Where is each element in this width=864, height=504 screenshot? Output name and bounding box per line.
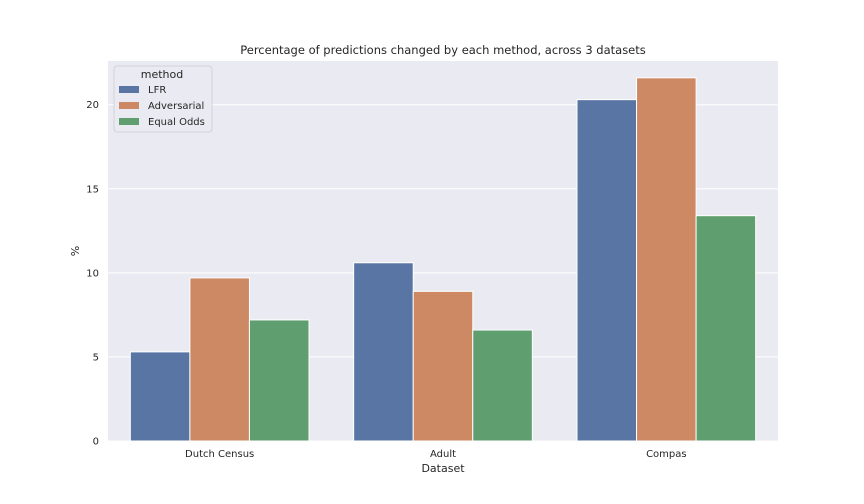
legend-swatch [119, 86, 139, 93]
bar-equal-odds [472, 329, 533, 442]
legend-label: Equal Odds [148, 117, 205, 128]
legend-label: Adversarial [148, 101, 204, 112]
x-axis-ticks: Dutch Census Adult Compas [185, 449, 687, 460]
legend-entries: LFR Adversarial Equal Odds [119, 85, 205, 128]
y-axis-ticks: 0 5 10 15 20 [86, 100, 99, 447]
bar-lfr [353, 262, 414, 442]
bar-adversarial [636, 77, 697, 442]
x-axis-label: Dataset [421, 462, 465, 475]
bars [129, 77, 757, 442]
bar-lfr [129, 351, 191, 442]
y-tick-label: 10 [86, 268, 99, 279]
y-axis-label: % [69, 246, 82, 256]
chart-title: Percentage of predictions changed by eac… [240, 43, 646, 57]
legend: method LFR Adversarial Equal Odds [113, 65, 213, 133]
y-tick-label: 5 [93, 352, 99, 363]
legend-box [113, 65, 213, 133]
bar-equal-odds [248, 319, 310, 442]
y-tick-label: 0 [93, 437, 99, 448]
x-tick-label: Adult [430, 449, 456, 460]
legend-title: method [141, 68, 183, 81]
legend-swatch [119, 118, 139, 125]
bar-adversarial [412, 290, 474, 442]
legend-label: LFR [148, 85, 166, 96]
y-tick-label: 15 [86, 184, 99, 195]
x-tick-label: Compas [646, 449, 687, 460]
x-tick-label: Dutch Census [185, 449, 254, 460]
bar-lfr [576, 99, 638, 442]
bar-equal-odds [695, 215, 757, 442]
y-tick-label: 20 [86, 100, 99, 111]
legend-swatch [119, 102, 139, 109]
bar-adversarial [189, 277, 250, 442]
